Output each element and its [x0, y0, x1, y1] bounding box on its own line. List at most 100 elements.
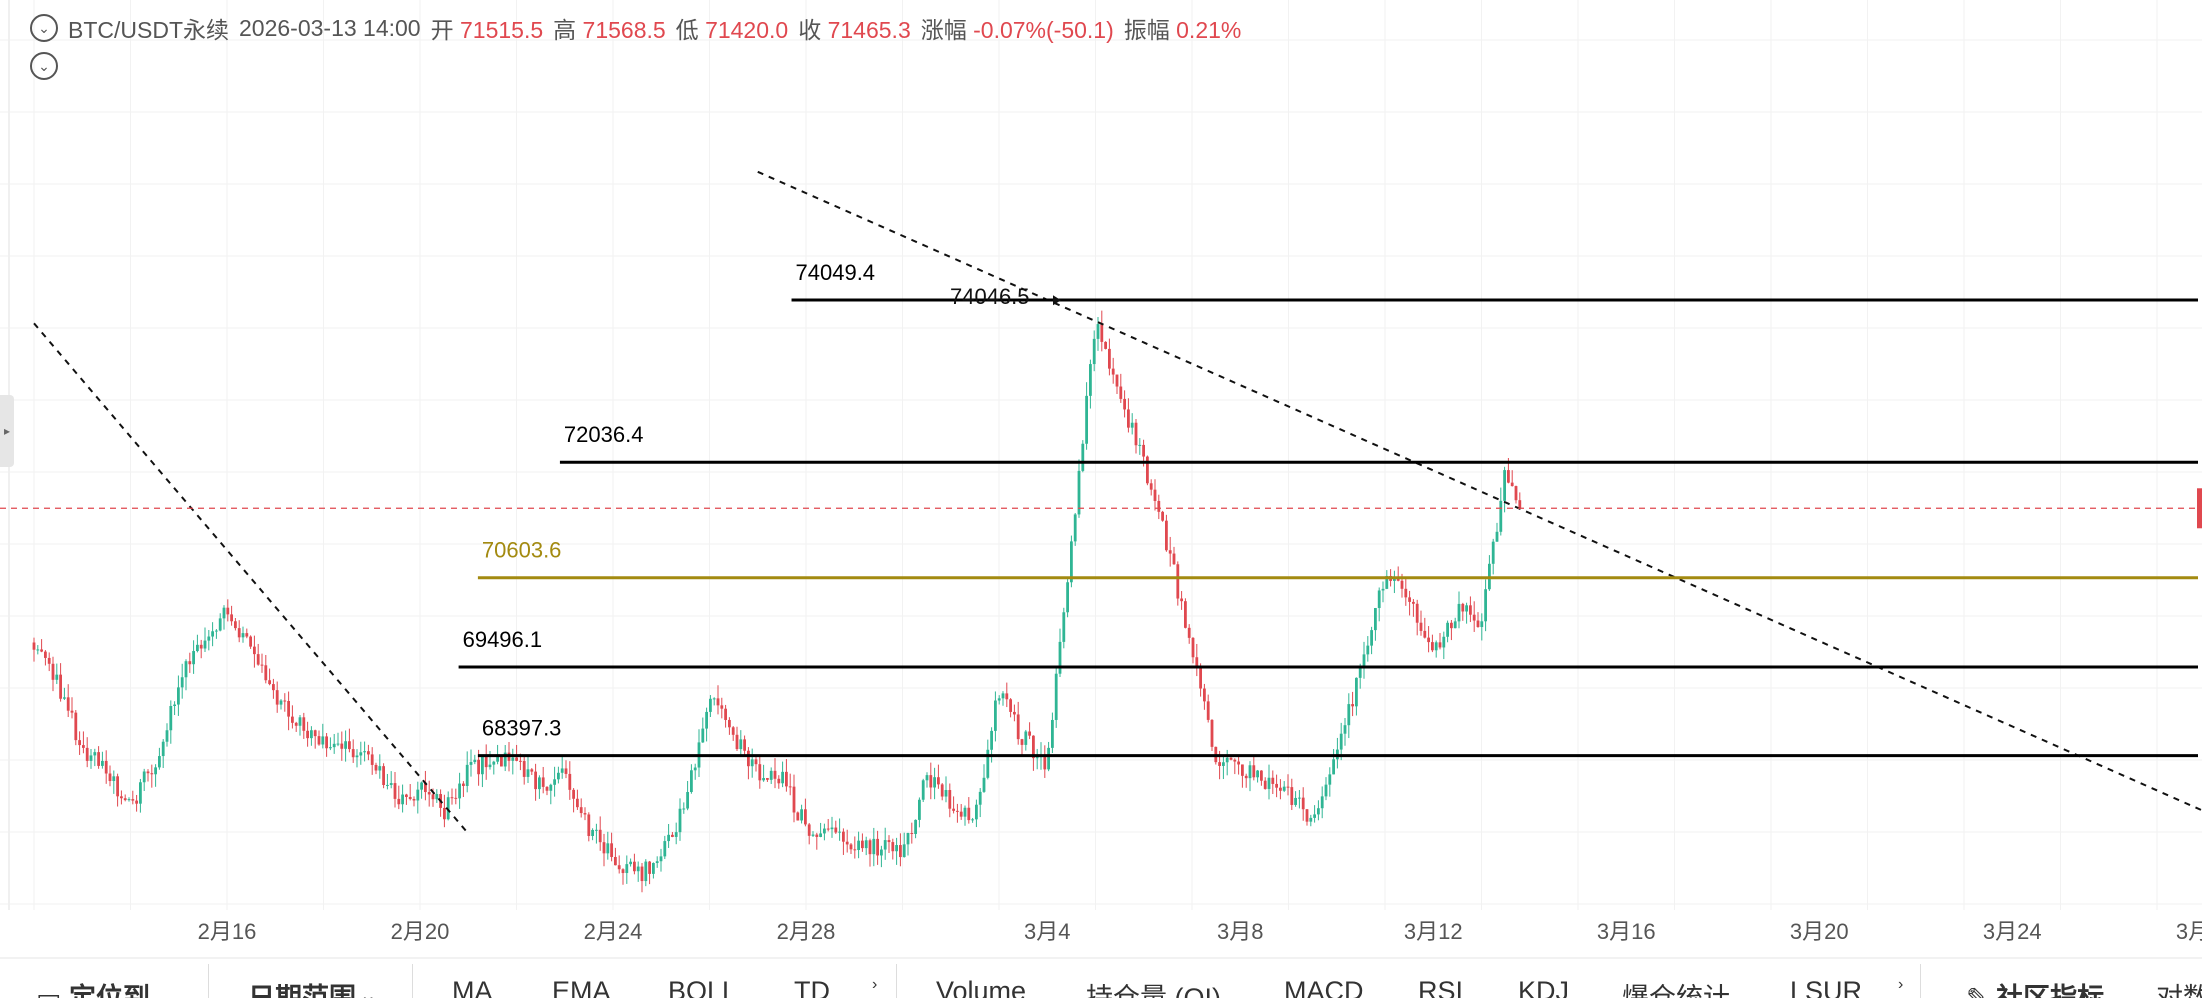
candle-body — [458, 783, 461, 799]
candle-body — [792, 786, 796, 813]
candle-body — [1054, 673, 1058, 720]
candle-body — [241, 633, 245, 638]
candle-body — [705, 711, 708, 729]
candle-body — [1503, 470, 1506, 501]
candle-body — [230, 614, 233, 622]
candle-body — [1237, 761, 1240, 765]
candle-body — [234, 621, 237, 629]
candle-body — [1491, 541, 1495, 564]
chevron-right-icon[interactable]: › — [872, 976, 878, 993]
candle-body — [192, 651, 195, 665]
candle-body — [800, 809, 803, 821]
candle-body — [682, 808, 686, 810]
candle-body — [1001, 693, 1005, 699]
candle-body — [389, 783, 393, 785]
candle-body — [351, 749, 355, 758]
candle-body — [1051, 719, 1054, 748]
candle-body — [1461, 603, 1465, 612]
peak-label: 74046.5 — [950, 284, 1030, 309]
candle-body — [1465, 605, 1468, 612]
candle-body — [165, 730, 169, 742]
candle-body — [245, 633, 249, 637]
trendline[interactable] — [757, 170, 2202, 812]
trendline[interactable] — [33, 322, 470, 835]
log-scale-button[interactable]: 对数 — [2156, 983, 2202, 998]
chevron-right-icon[interactable]: ▸ — [0, 395, 14, 467]
candle-body — [910, 833, 914, 835]
candle-body — [1271, 777, 1275, 784]
grid — [0, 0, 2202, 910]
macd-button[interactable]: MACD — [1284, 976, 1364, 998]
chevron-right-icon[interactable]: › — [1898, 976, 1904, 993]
candle-body — [944, 790, 948, 797]
chevron-down-circle-icon[interactable]: ⌄ — [30, 14, 58, 42]
candle-body — [1016, 714, 1020, 740]
candle-body — [883, 840, 887, 850]
kdj-button[interactable]: KDJ — [1518, 976, 1570, 998]
high-value: 71568.5 — [582, 17, 666, 43]
candle-body — [1172, 553, 1176, 565]
candle-body — [329, 747, 332, 749]
candle-body — [899, 845, 902, 858]
candle-body — [1066, 582, 1069, 613]
candle-body — [1355, 677, 1358, 707]
ma-button[interactable]: MA — [452, 976, 493, 998]
candle-body — [686, 792, 689, 809]
date-range-button[interactable]: 日期范围 ˅ — [248, 976, 373, 998]
candle-body — [97, 752, 100, 766]
candle-body — [937, 777, 940, 785]
candle-body — [264, 665, 268, 681]
liquidation-button[interactable]: 爆仓统计 — [1622, 983, 1730, 998]
x-tick-label: 2月28 — [777, 919, 836, 944]
candle-body — [1096, 324, 1100, 339]
volume-button[interactable]: Volume — [936, 976, 1027, 998]
community-indicator-button[interactable]: ✎ 社区指标 — [1966, 976, 2104, 998]
level-label: 69496.1 — [463, 627, 543, 652]
candle-body — [355, 755, 359, 758]
candle-body — [754, 759, 758, 765]
candle-body — [256, 654, 260, 665]
candle-body — [359, 752, 363, 756]
candle-body — [1229, 757, 1233, 760]
candle-body — [1028, 731, 1031, 736]
locate-button[interactable]: ▭ 定位到 — [36, 976, 150, 998]
lsur-button[interactable]: LSUR — [1790, 976, 1863, 998]
candle-body — [465, 764, 469, 786]
oi-button[interactable]: 持仓量 (OI) — [1086, 983, 1221, 998]
candle-body — [929, 775, 933, 788]
candle-body — [743, 739, 746, 751]
candle-body — [150, 773, 154, 775]
candle-body — [709, 698, 712, 712]
candle-body — [1267, 777, 1271, 789]
candle-body — [811, 834, 815, 836]
candle-body — [1385, 575, 1389, 589]
candle-body — [963, 807, 967, 817]
candle-body — [1377, 590, 1381, 609]
td-button[interactable]: TD — [794, 976, 830, 998]
candle-body — [1073, 514, 1077, 542]
candle-body — [1286, 786, 1290, 788]
candles — [32, 310, 1522, 893]
candle-body — [948, 790, 952, 809]
candle-body — [982, 777, 986, 792]
rsi-button[interactable]: RSI — [1418, 976, 1464, 998]
candle-body — [990, 730, 993, 750]
candle-body — [294, 722, 298, 726]
open-label: 开 — [430, 17, 454, 43]
change-label: 涨幅 — [920, 17, 967, 43]
candle-body — [986, 749, 990, 778]
candle-body — [769, 770, 773, 780]
candle-body — [777, 778, 781, 784]
candle-body — [1484, 589, 1487, 622]
candle-body — [519, 760, 522, 762]
boll-button[interactable]: BOLL — [668, 976, 738, 998]
candle-body — [55, 674, 59, 680]
candle-body — [82, 745, 85, 748]
candle-body — [1294, 797, 1297, 805]
candle-body — [640, 866, 644, 882]
chevron-down-circle-icon[interactable]: ⌄ — [30, 52, 58, 80]
candle-body — [85, 747, 89, 761]
candle-body — [788, 786, 792, 788]
ema-button[interactable]: EMA — [552, 976, 611, 998]
